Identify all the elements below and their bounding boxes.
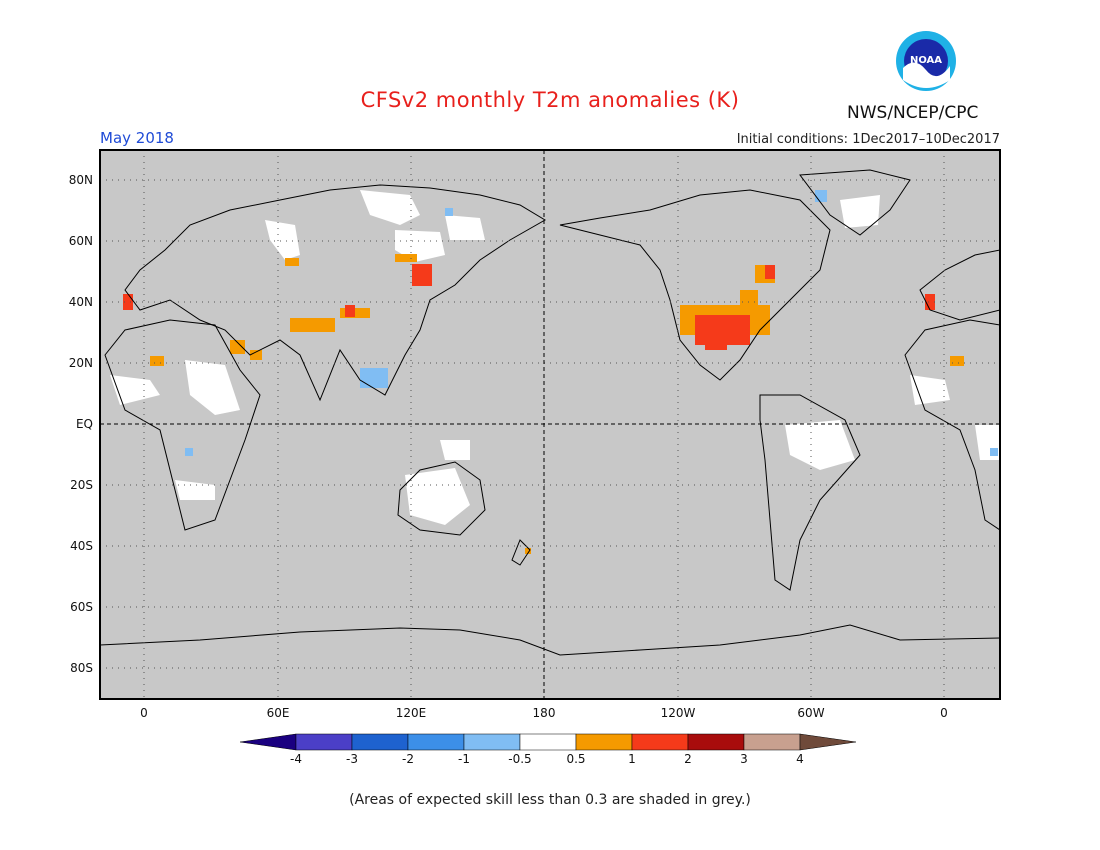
lon-label: 120W (660, 706, 696, 720)
noaa-logo-text: NOAA (910, 55, 942, 66)
noaa-logo: NOAA (896, 31, 956, 91)
lat-label: EQ (75, 417, 93, 431)
chart-title: CFSv2 monthly T2m anomalies (K) (360, 88, 740, 112)
colorbar-swatch (575, 733, 633, 751)
colorbar-swatch (519, 733, 577, 751)
colorbar-label: -4 (290, 752, 302, 766)
colorbar-label: -3 (346, 752, 358, 766)
coastlines (100, 169, 1000, 656)
colorbar-label: -1 (458, 752, 470, 766)
lon-label: 180 (532, 706, 556, 720)
lon-label: 120E (395, 706, 427, 720)
colorbar-label: 3 (740, 752, 748, 766)
lon-label: 60W (797, 706, 825, 720)
lon-label: 60E (266, 706, 290, 720)
lon-label: 0 (140, 706, 148, 720)
colorbar-label: 4 (796, 752, 804, 766)
colorbar-swatch (407, 733, 465, 751)
colorbar-swatch (687, 733, 745, 751)
lat-label: 60N (68, 234, 93, 248)
colorbar-swatch (631, 733, 689, 751)
lat-label: 60S (70, 600, 93, 614)
red-anomalies (123, 264, 935, 350)
colorbar-swatch (743, 733, 801, 751)
lat-label: 20N (68, 356, 93, 370)
colorbar-label: -0.5 (508, 752, 532, 766)
colorbar-swatch (799, 733, 857, 751)
colorbar-swatch (239, 733, 297, 751)
forecast-month: May 2018 (100, 129, 174, 147)
colorbar-label: 0.5 (566, 752, 586, 766)
colorbar-swatch (463, 733, 521, 751)
initial-conditions: Initial conditions: 1Dec2017–10Dec2017 (736, 132, 1000, 147)
lat-label: 20S (70, 478, 93, 492)
lat-label: 80N (68, 173, 93, 187)
map-frame (99, 149, 1001, 700)
graticule (100, 150, 1000, 699)
reference-lines (100, 150, 1000, 699)
colorbar-swatch (351, 733, 409, 751)
lon-label: 0 (940, 706, 948, 720)
skill-footnote: (Areas of expected skill less than 0.3 a… (349, 792, 751, 808)
colorbar-label: -2 (402, 752, 414, 766)
colorbar-label: 1 (628, 752, 636, 766)
white-regions (110, 190, 1000, 525)
colorbar-swatch (295, 733, 353, 751)
lat-label: 40N (68, 295, 93, 309)
agency-label: NWS/NCEP/CPC (847, 103, 979, 123)
lat-label: 40S (70, 539, 93, 553)
colorbar-label: 2 (684, 752, 692, 766)
lat-label: 80S (70, 661, 93, 675)
